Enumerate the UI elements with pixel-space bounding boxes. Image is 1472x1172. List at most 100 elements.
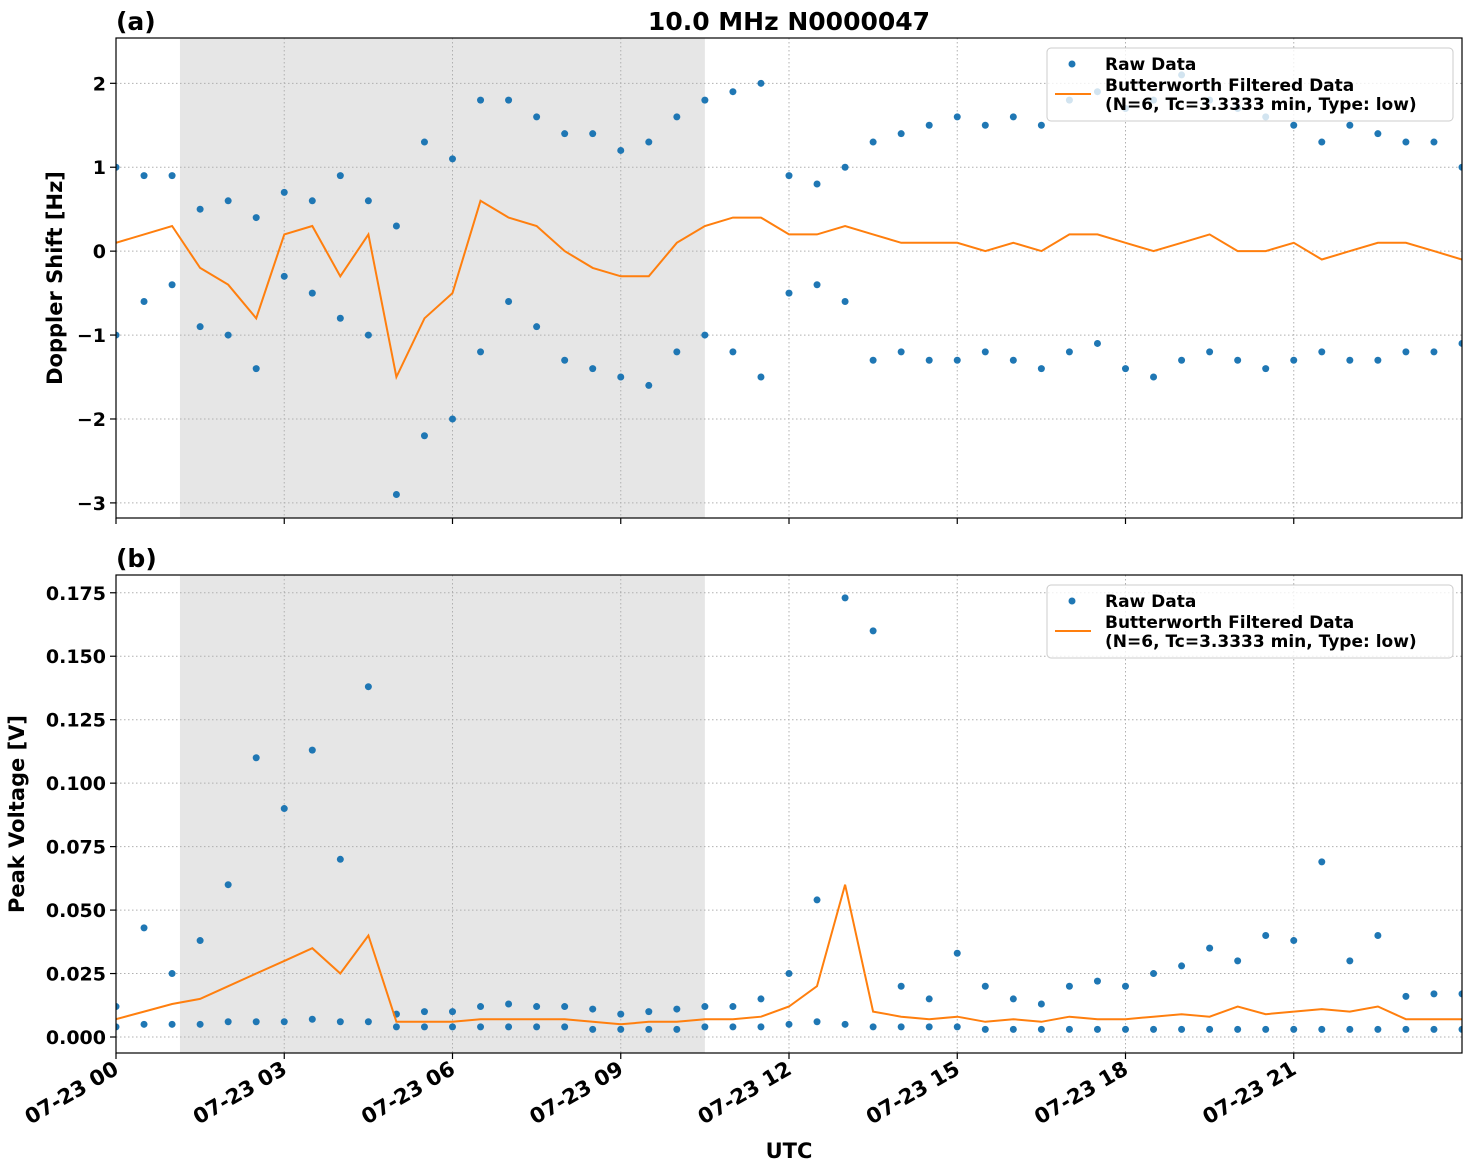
raw-point — [981, 1025, 989, 1033]
raw-point — [196, 937, 204, 945]
raw-point — [280, 272, 288, 280]
raw-point — [1346, 1025, 1354, 1033]
raw-point — [1290, 1025, 1298, 1033]
raw-point — [168, 970, 176, 978]
raw-point — [420, 138, 428, 146]
raw-point — [1402, 138, 1410, 146]
y-tick-label: 0.150 — [46, 646, 106, 668]
raw-point — [140, 297, 148, 305]
raw-point — [308, 197, 316, 205]
raw-point — [1234, 356, 1242, 364]
raw-point — [224, 881, 232, 889]
raw-point — [1318, 1025, 1326, 1033]
raw-point — [1346, 121, 1354, 129]
x-tick-label: 07-23 06 — [357, 1057, 459, 1130]
raw-point — [561, 1003, 569, 1011]
raw-point — [645, 1025, 653, 1033]
raw-point — [477, 1023, 485, 1031]
raw-point — [1402, 348, 1410, 356]
raw-point — [224, 331, 232, 339]
raw-point — [785, 1020, 793, 1028]
raw-point — [1346, 957, 1354, 965]
raw-point — [449, 155, 456, 163]
raw-point — [953, 356, 961, 364]
raw-point — [168, 172, 176, 180]
raw-point — [841, 163, 849, 171]
raw-point — [364, 331, 372, 339]
raw-point — [116, 1003, 120, 1011]
y-tick-label: 0.075 — [46, 837, 106, 859]
raw-point — [1374, 356, 1382, 364]
raw-point — [1318, 858, 1326, 866]
raw-point — [1065, 348, 1073, 356]
raw-point — [196, 205, 204, 213]
raw-point — [729, 1003, 737, 1011]
y-axis-label: Peak Voltage [V] — [5, 715, 29, 913]
raw-point — [140, 1020, 148, 1028]
raw-point — [505, 297, 513, 305]
raw-point — [1430, 348, 1438, 356]
raw-point — [1234, 957, 1242, 965]
raw-point — [336, 855, 344, 863]
raw-point — [673, 1025, 681, 1033]
panel-label: (a) — [116, 7, 156, 36]
x-axis-label: UTC — [766, 1139, 813, 1163]
raw-point — [701, 1023, 709, 1031]
raw-point — [116, 331, 120, 339]
raw-point — [533, 1003, 541, 1011]
raw-point — [701, 331, 709, 339]
shaded-span — [179, 575, 705, 1053]
raw-point — [925, 356, 933, 364]
y-tick-label: −1 — [77, 325, 106, 347]
raw-point — [1178, 1025, 1186, 1033]
chart-title: 10.0 MHz N0000047 — [648, 7, 930, 36]
raw-point — [561, 356, 569, 364]
legend-marker — [1068, 60, 1076, 68]
raw-point — [1290, 121, 1298, 129]
plot-area — [116, 594, 1462, 1033]
raw-point — [785, 172, 793, 180]
raw-point — [420, 432, 428, 440]
raw-point — [561, 130, 569, 138]
raw-point — [1009, 113, 1017, 121]
raw-point — [561, 1023, 569, 1031]
raw-point — [116, 163, 120, 171]
raw-point — [617, 1010, 625, 1018]
raw-point — [673, 113, 681, 121]
raw-point — [1122, 365, 1129, 373]
raw-point — [1402, 992, 1410, 1000]
raw-point — [336, 172, 344, 180]
y-tick-label: 0.025 — [46, 964, 106, 986]
raw-point — [196, 323, 204, 331]
raw-point — [729, 88, 737, 96]
x-tick-label: 07-23 09 — [525, 1057, 627, 1130]
raw-point — [925, 121, 933, 129]
legend-label: Butterworth Filtered Data (N=6, Tc=3.3333… — [1105, 613, 1417, 652]
raw-point — [869, 1023, 877, 1031]
raw-point — [252, 214, 260, 222]
raw-point — [505, 1023, 513, 1031]
raw-point — [1402, 1025, 1410, 1033]
raw-point — [897, 130, 905, 138]
raw-point — [140, 172, 148, 180]
raw-point — [925, 1023, 933, 1031]
raw-point — [757, 79, 765, 87]
raw-point — [645, 138, 653, 146]
raw-point — [116, 1023, 120, 1031]
y-tick-label: −3 — [77, 493, 106, 515]
axes-frame — [115, 37, 1463, 519]
raw-point — [645, 1008, 653, 1016]
y-axis-label: Doppler Shift [Hz] — [43, 171, 67, 385]
shaded-span — [179, 38, 705, 518]
raw-point — [953, 113, 961, 121]
legend-label: Raw Data — [1105, 55, 1196, 75]
raw-point — [308, 1015, 316, 1023]
raw-point — [673, 348, 681, 356]
raw-point — [785, 970, 793, 978]
raw-point — [1009, 1025, 1017, 1033]
legend-label: Butterworth Filtered Data (N=6, Tc=3.3333… — [1105, 76, 1417, 115]
raw-point — [813, 180, 821, 188]
raw-point — [1122, 1025, 1129, 1033]
